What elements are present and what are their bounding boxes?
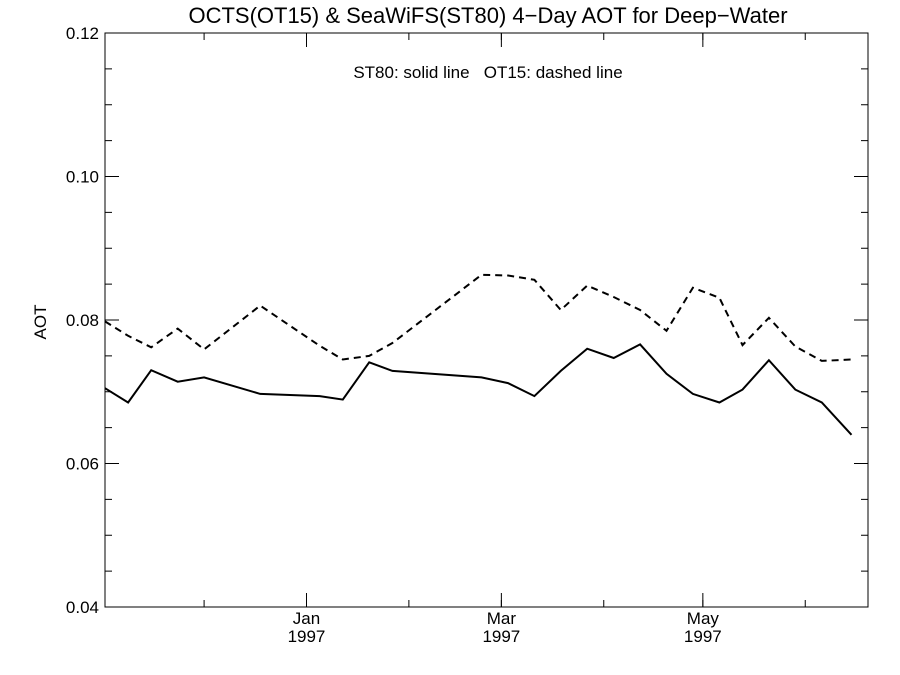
y-tick-label: 0.10: [66, 168, 99, 187]
series-lines: [104, 273, 853, 436]
x-tick-label-month: Jan: [293, 609, 320, 628]
chart-title: OCTS(OT15) & SeaWiFS(ST80) 4−Day AOT for…: [188, 3, 787, 28]
y-tick-label: 0.08: [66, 311, 99, 330]
axis-tick-labels: 0.040.060.080.100.12Jan1997Mar1997May199…: [66, 24, 722, 646]
y-tick-label: 0.12: [66, 24, 99, 43]
series-ot15-line: [104, 273, 852, 362]
y-tick-label: 0.04: [66, 598, 99, 617]
x-tick-label-year: 1997: [684, 627, 722, 646]
axis-ticks: [104, 32, 868, 608]
x-tick-label-year: 1997: [288, 627, 326, 646]
series-st80-line: [104, 343, 853, 436]
x-tick-label-month: Mar: [487, 609, 517, 628]
x-tick-label-year: 1997: [482, 627, 520, 646]
y-axis-label: AOT: [31, 305, 50, 340]
legend-annotation: ST80: solid line OT15: dashed line: [353, 63, 622, 82]
plot-frame: [104, 32, 869, 608]
y-tick-label: 0.06: [66, 455, 99, 474]
x-tick-label-month: May: [687, 609, 720, 628]
